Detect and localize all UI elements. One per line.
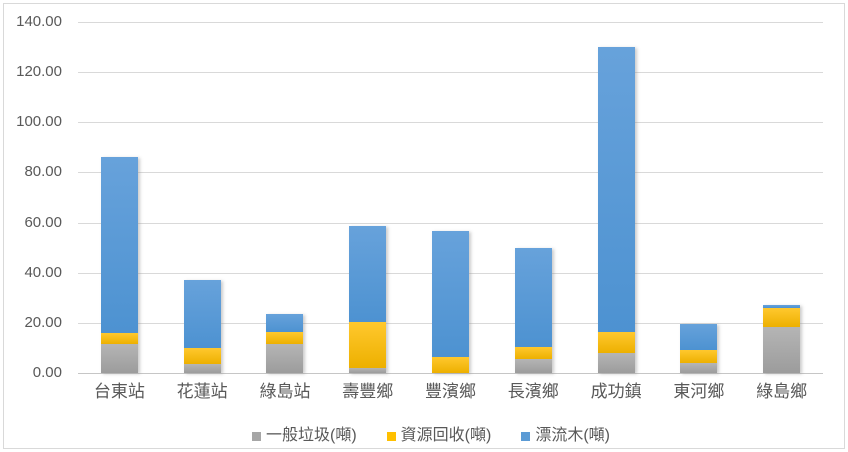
x-axis-label: 壽豐鄉 — [342, 382, 394, 401]
bar-segment-yellow — [183, 347, 221, 365]
x-axis-label: 綠島站 — [259, 382, 311, 401]
y-tick-label: 60.00 — [24, 213, 62, 231]
bar-segment-gray — [680, 362, 718, 373]
gridline — [78, 222, 823, 224]
gridline — [78, 22, 823, 23]
bar-segment-gray — [763, 326, 801, 373]
gridline — [78, 172, 823, 174]
x-axis-label: 長濱鄉 — [507, 382, 559, 401]
bar-segment-gray — [266, 344, 304, 373]
bar-segment-yellow — [514, 347, 552, 360]
x-axis-label: 綠島鄉 — [756, 382, 808, 401]
legend-swatch-yellow — [386, 431, 396, 441]
bar-segment-blue — [680, 324, 718, 351]
x-axis-line — [78, 373, 823, 374]
bar-stack — [349, 226, 387, 373]
bar-group-花蓮站 — [161, 22, 244, 373]
y-tick-label: 120.00 — [16, 63, 62, 81]
bar-segment-blue — [514, 247, 552, 348]
y-tick-label: 140.00 — [16, 13, 62, 30]
plot-area — [78, 22, 823, 374]
gridline — [78, 122, 823, 124]
y-tick-label: 40.00 — [24, 263, 62, 281]
legend-item-blue: 漂流木(噸) — [521, 427, 610, 445]
bar-group-東河鄉 — [657, 22, 740, 373]
gridline — [78, 72, 823, 74]
x-axis: 台東站 花蓮站 綠島站 壽豐鄉 豐濱鄉 長濱鄉 成功鎮 東河鄉 綠島鄉 — [78, 381, 823, 403]
legend: 一般垃圾(噸) 資源回收(噸) 漂流木(噸) — [0, 427, 848, 445]
y-axis: 140.00 120.00 100.00 80.00 60.00 40.00 20.00 0.… — [0, 0, 68, 452]
bar-stack — [514, 247, 552, 373]
bar-segment-yellow — [597, 331, 635, 353]
bar-segment-blue — [432, 231, 470, 357]
legend-item-yellow: 資源回收(噸) — [386, 427, 492, 445]
bar-group-台東站 — [78, 22, 161, 373]
bar-stack — [680, 324, 718, 373]
bar-segment-gray — [514, 359, 552, 373]
bar-group-豐濱鄉 — [409, 22, 492, 373]
x-axis-label: 東河鄉 — [673, 382, 725, 401]
legend-label: 漂流木(噸) — [535, 427, 610, 444]
bar-stack — [432, 231, 470, 373]
x-axis-label: 花蓮站 — [176, 382, 228, 401]
bar-group-綠島鄉 — [740, 22, 823, 373]
bar-stack — [183, 280, 221, 373]
legend-item-gray: 一般垃圾(噸) — [251, 427, 357, 445]
bar-group-成功鎮 — [575, 22, 658, 373]
bar-group-長濱鄉 — [492, 22, 575, 373]
legend-label: 一般垃圾(噸) — [265, 427, 357, 444]
bar-segment-blue — [100, 157, 138, 333]
bar-segment-yellow — [349, 321, 387, 368]
y-tick-label: 100.00 — [16, 113, 62, 131]
legend-swatch-gray — [251, 431, 261, 441]
bar-segment-blue — [183, 280, 221, 348]
bar-segment-yellow — [432, 356, 470, 373]
bar-stack — [100, 157, 138, 373]
bar-segment-gray — [183, 364, 221, 373]
bar-segment-gray — [100, 344, 138, 373]
bars-layer — [78, 22, 823, 373]
bar-group-壽豐鄉 — [326, 22, 409, 373]
y-tick-label: 0.00 — [32, 364, 62, 381]
bar-segment-blue — [597, 47, 635, 332]
bar-segment-gray — [349, 368, 387, 373]
y-tick-label: 80.00 — [24, 163, 62, 181]
x-axis-label: 成功鎮 — [590, 382, 642, 401]
bar-stack — [597, 47, 635, 373]
bar-stack — [266, 314, 304, 373]
bar-segment-blue — [349, 226, 387, 322]
x-axis-label: 豐濱鄉 — [425, 382, 477, 401]
bar-segment-yellow — [266, 332, 304, 345]
bar-segment-yellow — [763, 307, 801, 327]
bar-segment-yellow — [100, 332, 138, 345]
legend-swatch-blue — [521, 431, 531, 441]
x-axis-label: 台東站 — [93, 382, 145, 401]
legend-label: 資源回收(噸) — [400, 427, 492, 444]
bar-stack — [763, 304, 801, 373]
bar-segment-blue — [763, 304, 801, 308]
bar-segment-gray — [597, 352, 635, 373]
bar-segment-blue — [266, 314, 304, 333]
y-tick-label: 20.00 — [24, 313, 62, 331]
bar-segment-yellow — [680, 350, 718, 363]
bar-group-綠島站 — [244, 22, 327, 373]
